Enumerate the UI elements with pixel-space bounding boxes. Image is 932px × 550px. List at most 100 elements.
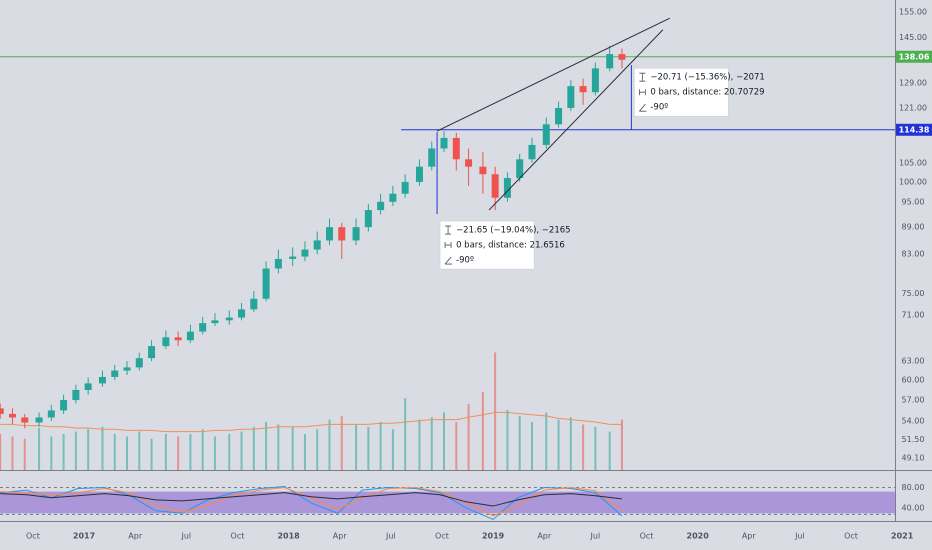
volume-bar	[50, 436, 53, 470]
volume-bar	[113, 434, 116, 470]
time-tick-label: 2017	[73, 532, 95, 541]
volume-bar	[443, 412, 446, 470]
price-tick-label: 75.00	[902, 289, 925, 298]
candle-body	[238, 309, 246, 318]
candle-body	[123, 367, 131, 371]
price-tick-label: 57.00	[902, 396, 925, 405]
volume-bar	[87, 429, 90, 470]
volume-bar	[291, 426, 294, 470]
candle-body	[262, 268, 270, 299]
measure-icon	[444, 256, 453, 265]
volume-bar	[518, 416, 521, 470]
volume-bar	[506, 410, 509, 470]
volume-bar	[430, 417, 433, 470]
candle-body	[618, 54, 626, 60]
volume-bar	[62, 434, 65, 470]
price-tick-label: 100.00	[899, 177, 927, 186]
candle-body	[516, 159, 524, 179]
price-label-bg	[896, 50, 932, 63]
measure-icon	[444, 242, 452, 249]
volume-bar	[569, 417, 572, 470]
candle-body	[35, 417, 43, 423]
candle-body	[440, 137, 448, 149]
candle-body	[47, 410, 55, 418]
oscillator-tick-label: 40.00	[902, 504, 925, 513]
volume-bar	[150, 438, 153, 470]
price-tick-label: 60.00	[902, 376, 925, 385]
time-tick-label: Oct	[640, 532, 654, 541]
volume-bar	[557, 419, 560, 470]
time-tick-label: 2020	[687, 532, 710, 541]
candle-body	[289, 256, 297, 259]
candle-body	[135, 358, 143, 368]
volume-bar	[240, 431, 243, 470]
volume-bar	[252, 426, 255, 470]
candle-body	[111, 370, 119, 377]
price-tick-label: 54.00	[902, 417, 925, 426]
candle-body	[377, 201, 385, 211]
volume-bar	[418, 419, 421, 470]
candle-body	[364, 210, 372, 228]
candle-body	[452, 137, 460, 160]
volume-bar	[213, 436, 216, 470]
price-tick-label: 105.00	[899, 158, 927, 167]
time-tick-label: Oct	[844, 532, 858, 541]
oscillator-line	[0, 485, 623, 521]
time-tick-label: 2019	[482, 532, 505, 541]
price-tick-label: 63.00	[902, 357, 925, 366]
measure-box-bg	[439, 220, 535, 270]
time-tick-label: 2018	[277, 532, 300, 541]
candle-body	[567, 86, 575, 108]
measure-icon	[445, 225, 452, 235]
volume-bar	[594, 426, 597, 470]
volume-bar	[189, 434, 192, 470]
candle-body	[313, 240, 321, 250]
candle-body	[479, 166, 487, 175]
trend-line	[488, 29, 664, 211]
price-tick-label: 121.00	[899, 103, 927, 112]
volume-bar	[467, 404, 470, 470]
price-tick-label: 95.00	[902, 197, 925, 206]
price-label-bg	[896, 123, 932, 136]
time-tick-label: Jul	[385, 532, 396, 541]
volume-bar	[455, 422, 458, 470]
volume-bar	[303, 434, 306, 470]
trend-line	[436, 17, 671, 132]
candle-body	[21, 417, 29, 423]
volume-bar	[23, 438, 26, 470]
candle-body	[8, 413, 16, 418]
volume-bar	[391, 429, 394, 470]
volume-bar	[228, 434, 231, 470]
candle-body	[555, 107, 563, 125]
measure-icon	[639, 72, 646, 82]
time-tick-label: Apr	[333, 532, 348, 541]
volume-bar	[177, 436, 180, 470]
candle-body	[211, 320, 219, 324]
time-tick-label: Oct	[231, 532, 245, 541]
volume-bar	[328, 419, 331, 470]
volume-bar	[379, 422, 382, 470]
time-tick-label: Jul	[794, 532, 805, 541]
candle-body	[84, 383, 92, 390]
price-tick-label: 51.50	[902, 435, 925, 444]
candle-body	[428, 148, 436, 167]
volume-bar	[355, 424, 358, 470]
candle-body	[250, 298, 258, 310]
volume-bar	[340, 416, 343, 470]
volume-bar	[101, 426, 104, 470]
price-tick-label: 89.00	[902, 223, 925, 232]
volume-bar	[38, 428, 41, 470]
volume-bar	[608, 431, 611, 470]
volume-bar	[277, 424, 280, 470]
volume-bar	[138, 431, 141, 470]
candle-body	[528, 144, 536, 160]
volume-bar	[126, 436, 129, 470]
volume-bar	[164, 434, 167, 470]
candle-body	[542, 124, 550, 145]
volume-bar	[530, 422, 533, 470]
candle-body	[274, 258, 282, 269]
candle-body	[60, 400, 68, 411]
price-tick-label: 145.00	[899, 33, 927, 42]
candle-body	[503, 178, 511, 198]
